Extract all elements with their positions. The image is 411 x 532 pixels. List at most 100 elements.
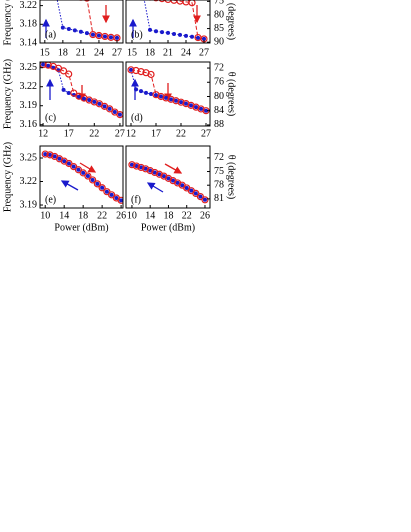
y-tick-label: 76: [214, 77, 224, 88]
y-tick-label: 78: [214, 180, 224, 191]
data-point: [175, 180, 180, 185]
y-tick-label: 75: [214, 0, 224, 7]
data-point: [184, 33, 188, 38]
data-point: [139, 89, 143, 94]
data-point: [72, 28, 77, 33]
y-axis-label: Frequency (: [2, 0, 13, 46]
arrows: [42, 5, 201, 193]
data-point: [61, 87, 66, 92]
data-point: [93, 180, 101, 188]
data-point: [137, 163, 145, 172]
data-point: [194, 105, 198, 110]
data-point: [148, 27, 152, 32]
data-point: [60, 25, 65, 30]
data-point: [151, 168, 159, 177]
x-tick-label: 21: [76, 47, 86, 58]
panel-label: (d): [131, 112, 143, 123]
data-point: [166, 176, 171, 181]
panel-label: (a): [45, 29, 56, 40]
data-point: [202, 197, 207, 202]
x-tick-label: 27: [201, 128, 211, 139]
data-point: [172, 32, 176, 37]
data-point: [167, 95, 175, 103]
y-tick-label: 3.22: [20, 81, 38, 92]
data-point: [90, 177, 95, 182]
x-tick-label: 27: [115, 128, 125, 139]
y-tick-label: 3.18: [20, 19, 38, 30]
data-point: [46, 151, 54, 159]
data-point: [134, 87, 138, 92]
data-point: [119, 198, 123, 203]
frame: [39, 145, 124, 209]
frame: [125, 145, 211, 209]
y-tick-label: 75: [214, 166, 224, 177]
data-point: [180, 183, 185, 188]
data-point: [71, 164, 76, 169]
data-point: [184, 101, 188, 106]
data-point: [52, 154, 57, 159]
series-line: [168, 0, 205, 40]
data-point: [102, 104, 107, 109]
x-axis-label: Power (dBm): [141, 222, 195, 233]
data-point: [161, 174, 166, 179]
data-point: [142, 165, 150, 173]
data-point: [90, 32, 95, 37]
data-point: [137, 67, 145, 76]
y-axis-label: (degrees): [226, 3, 237, 40]
panel-label: (c): [45, 112, 56, 123]
data-point: [96, 33, 101, 38]
plot-area: [41, 150, 123, 204]
y-axis-label: θ (degrees): [226, 155, 237, 200]
arrow: [164, 163, 183, 174]
data-point: [193, 191, 198, 196]
arrow: [146, 182, 164, 193]
data-point: [198, 194, 203, 199]
x-axis-label: Power (dBm): [54, 222, 108, 233]
panel-label: (f): [131, 194, 141, 205]
data-point: [82, 96, 87, 101]
data-point: [102, 34, 107, 39]
data-point: [114, 35, 119, 40]
x-tick-label: 17: [151, 128, 161, 139]
data-point: [98, 184, 106, 192]
data-point: [97, 101, 102, 106]
data-point: [85, 174, 90, 179]
data-point: [84, 172, 92, 180]
data-point: [158, 0, 166, 3]
data-point: [146, 167, 154, 175]
data-point: [92, 99, 97, 104]
data-point: [66, 161, 71, 166]
plot-area: [127, 66, 210, 115]
x-tick-label: 26: [116, 210, 126, 221]
plot-area: [56, 0, 121, 42]
arrow: [60, 180, 79, 191]
data-point: [107, 106, 112, 111]
data-point: [66, 26, 71, 31]
plot-area: [128, 161, 209, 204]
data-point: [112, 110, 117, 115]
data-point: [153, 0, 159, 2]
x-tick-label: 21: [163, 47, 173, 58]
y-tick-label: 85: [214, 23, 224, 34]
data-point: [157, 172, 162, 177]
x-tick-label: 22: [89, 128, 99, 139]
data-point: [76, 94, 81, 99]
data-point: [154, 93, 158, 98]
data-point: [199, 106, 203, 111]
data-point: [43, 152, 48, 157]
y-tick-label: 80: [214, 91, 224, 102]
data-point: [179, 100, 183, 105]
data-point: [81, 170, 86, 175]
frame: [39, 61, 124, 127]
x-tick-label: 15: [40, 47, 50, 58]
data-point: [128, 161, 136, 169]
data-point: [46, 63, 51, 68]
frame: [39, 0, 124, 44]
y-tick-label: 3.19: [20, 199, 38, 210]
data-point: [169, 97, 173, 102]
y-axis-label: θ (degrees): [226, 72, 237, 117]
data-point: [66, 91, 71, 96]
data-point: [41, 150, 49, 158]
